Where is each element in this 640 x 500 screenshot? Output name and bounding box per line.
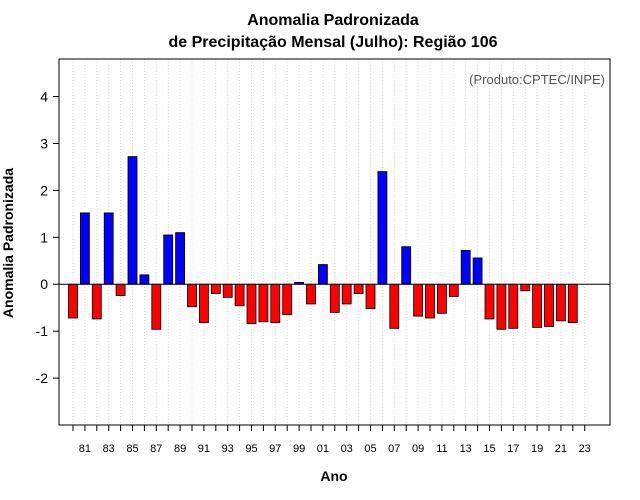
- bar-13: [460, 250, 471, 285]
- x-tick-label: 03: [341, 443, 353, 455]
- y-tick-label: 2: [40, 182, 48, 198]
- bar-03: [341, 283, 352, 305]
- bar-83: [103, 212, 114, 285]
- x-tick-label: 11: [436, 443, 447, 455]
- bar-18: [520, 283, 531, 292]
- bar-05: [365, 283, 376, 310]
- x-tick-label: 01: [317, 443, 329, 455]
- bar-95: [246, 283, 257, 325]
- bar-82: [91, 283, 102, 320]
- bars: [68, 156, 578, 330]
- y-tick-label: 3: [40, 135, 48, 151]
- bar-81: [80, 212, 90, 285]
- x-tick-label: 21: [555, 443, 567, 455]
- credit-text: (Produto:CPTEC/INPE): [469, 72, 605, 87]
- x-tick-label: 97: [269, 443, 281, 455]
- bar-85: [127, 156, 138, 285]
- bar-96: [258, 283, 269, 323]
- x-axis-label: Ano: [320, 468, 347, 484]
- bar-80: [68, 283, 78, 319]
- bar-86: [139, 274, 150, 285]
- y-tick-label: 0: [40, 276, 48, 292]
- bar-89: [175, 232, 186, 285]
- x-tick-label: 81: [79, 443, 91, 455]
- bar-06: [377, 171, 388, 285]
- x-tick-label: 15: [483, 443, 495, 455]
- x-tick-label: 09: [412, 443, 424, 455]
- bar-00: [306, 283, 316, 305]
- y-tick-label: 4: [40, 89, 48, 105]
- bar-15: [484, 283, 495, 320]
- x-tick-label: 13: [460, 443, 472, 455]
- bar-92: [210, 283, 221, 295]
- bar-94: [234, 283, 245, 307]
- x-tick-label: 93: [222, 443, 234, 455]
- bar-20: [544, 283, 554, 327]
- x-tick-label: 85: [126, 443, 138, 455]
- x-tick-label: 87: [150, 443, 162, 455]
- grid-lines: [72, 59, 586, 425]
- x-tick-label: 91: [198, 443, 210, 455]
- bar-17: [508, 283, 519, 329]
- bar-11: [436, 283, 447, 314]
- bar-22: [567, 283, 578, 324]
- bar-19: [532, 283, 542, 328]
- bar-90: [187, 283, 197, 308]
- chart-title-line2: de Precipitação Mensal (Julho): Região 1…: [169, 34, 498, 51]
- bar-09: [413, 283, 424, 317]
- bar-84: [115, 283, 126, 296]
- x-tick-label: 07: [388, 443, 400, 455]
- bar-97: [270, 283, 281, 324]
- bar-16: [496, 283, 507, 330]
- chart-title-line1: Anomalia Padronizada: [247, 12, 419, 29]
- y-axis: -2 -1 0 1 2 3 4: [36, 89, 59, 386]
- x-tick-label: 83: [103, 443, 115, 455]
- x-tick-label: 99: [293, 443, 305, 455]
- bar-87: [151, 283, 162, 330]
- bar-12: [448, 283, 459, 297]
- bar-02: [329, 283, 340, 313]
- x-tick-label: 89: [174, 443, 186, 455]
- bar-01: [317, 264, 328, 285]
- y-tick-label: 1: [40, 229, 48, 245]
- bar-98: [282, 283, 293, 316]
- y-tick-label: -2: [36, 370, 49, 386]
- bar-88: [163, 234, 174, 285]
- x-tick-label: 17: [507, 443, 519, 455]
- x-tick-label: 19: [531, 443, 543, 455]
- bar-08: [401, 246, 412, 285]
- x-tick-label: 95: [245, 443, 257, 455]
- bar-93: [222, 283, 233, 298]
- y-tick-label: -1: [36, 323, 49, 339]
- bar-10: [425, 283, 435, 319]
- y-axis-label: Anomalia Padronizada: [0, 168, 16, 318]
- x-tick-label: 23: [579, 443, 591, 455]
- bar-91: [198, 283, 209, 324]
- x-axis: 81 83 85 87 89 91 93 95 97 99 01 03 05 07 09 11 13 15 17 19…: [72, 425, 591, 455]
- bar-04: [353, 283, 364, 295]
- bar-07: [389, 283, 400, 329]
- x-tick-label: 05: [364, 443, 376, 455]
- bar-14: [472, 257, 483, 285]
- bar-21: [556, 283, 566, 322]
